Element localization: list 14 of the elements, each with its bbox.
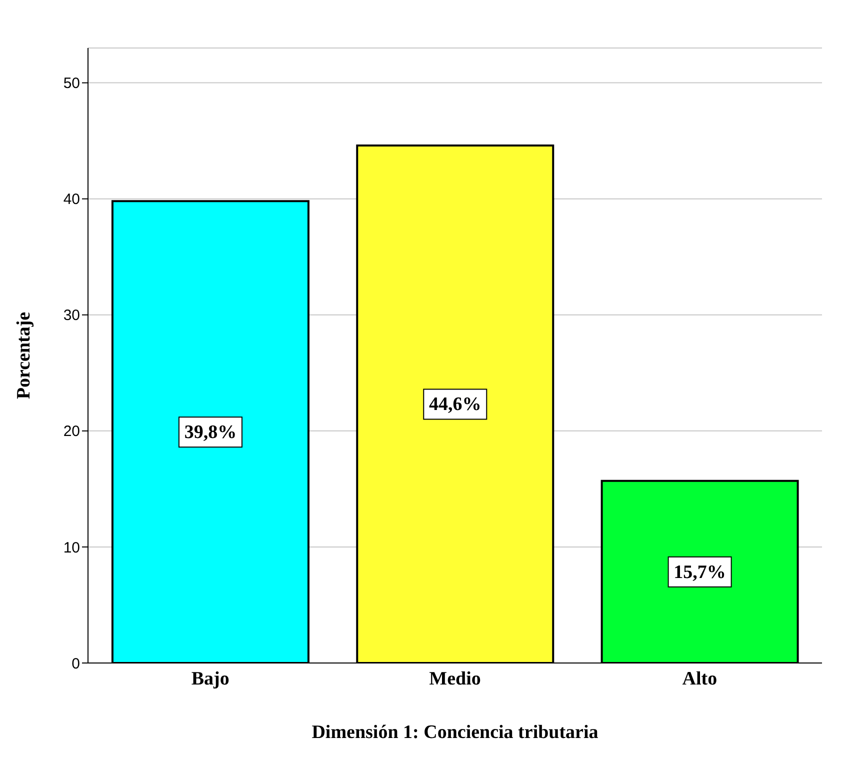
x-axis-title: Dimensión 1: Conciencia tributaria [312,722,599,743]
y-tick-label: 30 [63,307,80,324]
y-axis-title: Porcentaje [14,312,35,400]
x-tick-label: Medio [429,668,481,690]
y-tick-label: 50 [63,75,80,92]
data-label: 39,8% [184,422,237,444]
y-tick-label: 20 [63,423,80,440]
data-label: 15,7% [674,562,726,583]
y-tick-label: 40 [63,191,80,208]
x-tick-label: Alto [682,668,718,690]
y-tick-label: 10 [63,539,80,556]
x-tick-label: Bajo [191,668,230,690]
data-label: 44,6% [429,394,482,416]
y-tick-label: 0 [72,655,80,672]
